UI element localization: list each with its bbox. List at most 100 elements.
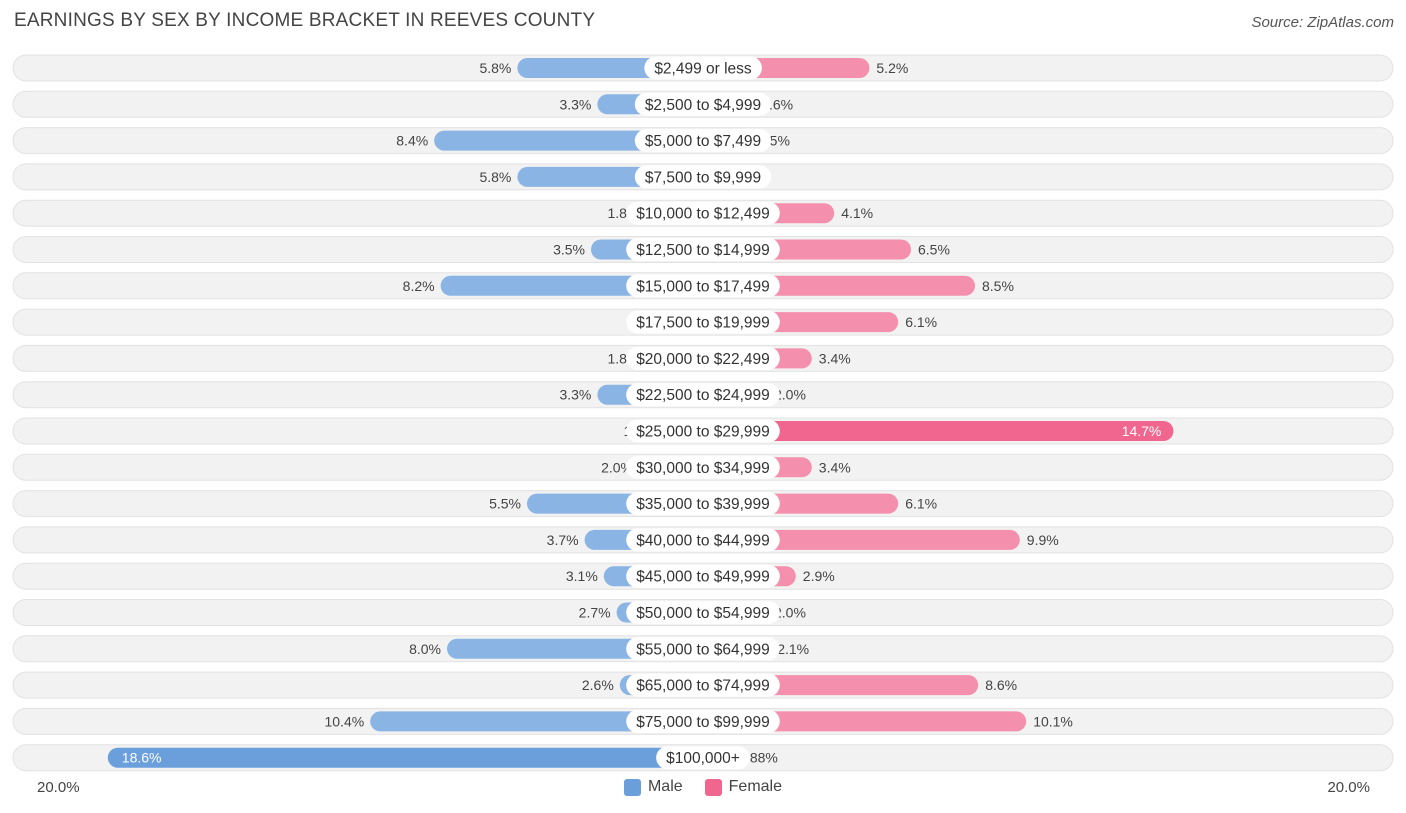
bar-row: 8.2% 8.5% $15,000 to $17,499 <box>12 272 1394 300</box>
bar-row: 3.3% 2.0%$22,500 to $24,999 <box>12 381 1394 409</box>
male-value-label: 3.1% <box>566 568 598 584</box>
male-bar <box>107 747 704 768</box>
category-label-pill <box>626 601 780 624</box>
female-value-label: 6.1% <box>905 496 937 512</box>
female-value-label: 8.5% <box>982 278 1014 294</box>
category-label: $12,500 to $14,999 <box>636 242 770 259</box>
male-value-label: 5.8% <box>479 60 511 76</box>
category-label-pill <box>626 673 780 697</box>
category-label: $75,000 to $99,999 <box>636 714 770 731</box>
bar-row: 1.3%14.7%$25,000 to $29,999 <box>12 417 1394 445</box>
female-value-label: 8.6% <box>985 677 1017 693</box>
bar-row: 3.3% 1.6%$2,500 to $4,999 <box>12 90 1394 118</box>
bar-row: 3.1% 2.9% $45,000 to $49,999 <box>12 562 1394 590</box>
category-label-pill <box>656 746 750 770</box>
category-label-pill <box>626 528 780 552</box>
chart-title: EARNINGS BY SEX BY INCOME BRACKET IN REE… <box>14 10 596 31</box>
category-label-pill <box>626 238 780 261</box>
chart-area: 5.8% 5.2% $2,499 or less 3.3% 1.6%$2,500 to … <box>12 54 1394 772</box>
male-value-label: 2.7% <box>579 605 611 621</box>
male-value-label: 5.5% <box>489 496 521 512</box>
bar-row: 3.5% 6.5% $12,500 to $14,999 <box>12 236 1394 263</box>
bar-row: 2.7% 2.0%$50,000 to $54,999 <box>12 599 1394 626</box>
category-label: $55,000 to $64,999 <box>636 641 770 658</box>
category-label-pill <box>626 274 780 298</box>
female-value-label: 5.2% <box>876 60 908 76</box>
bar-row: 8.0% 2.1% $55,000 to $64,999 <box>12 635 1394 663</box>
category-label: $30,000 to $34,999 <box>636 460 770 477</box>
source-credit: Source: ZipAtlas.com <box>1251 14 1394 31</box>
category-label-pill <box>634 165 772 189</box>
bar-row: 5.8%0.6%$7,500 to $9,999 <box>12 163 1394 191</box>
bar-row: 5.5% 6.1% $35,000 to $39,999 <box>12 490 1394 518</box>
male-value-label: 2.0% <box>601 459 633 475</box>
category-label: $100,000+ <box>666 750 740 767</box>
bar-row: 5.8% 5.2% $2,499 or less <box>12 54 1394 82</box>
category-label-pill <box>626 419 780 443</box>
category-label: $45,000 to $49,999 <box>636 569 770 586</box>
female-value-label: 3.4% <box>819 350 851 366</box>
category-label-pill <box>626 346 780 370</box>
male-value-label: 3.5% <box>553 242 585 258</box>
category-label-pill <box>626 455 780 479</box>
bar-row: 8.4% 1.5%$5,000 to $7,499 <box>12 127 1394 155</box>
female-bar <box>703 421 1174 441</box>
category-label-pill <box>634 129 772 153</box>
legend-female-label: Female <box>728 778 783 795</box>
legend-item-male[interactable]: Male <box>623 778 683 796</box>
female-value-label: 6.1% <box>905 314 937 330</box>
category-label-pill <box>626 383 780 407</box>
category-label: $50,000 to $54,999 <box>636 605 770 622</box>
category-label: $35,000 to $39,999 <box>636 496 770 513</box>
legend-item-female[interactable]: Female <box>704 778 783 796</box>
bar-row: 0.24%6.1%$17,500 to $19,999 <box>12 308 1394 336</box>
female-value-label: 6.5% <box>918 242 950 258</box>
category-label: $17,500 to $19,999 <box>636 315 770 332</box>
female-bar <box>703 711 1027 732</box>
male-value-label: 18.6% <box>122 750 162 766</box>
female-swatch-icon <box>704 778 722 796</box>
male-swatch-icon <box>623 778 641 796</box>
bar-row: 1.8% 3.4%$20,000 to $22,499 <box>12 344 1394 372</box>
male-value-label: 8.0% <box>409 641 441 657</box>
male-value-label: 10.4% <box>324 713 364 729</box>
legend: Male Female <box>0 778 1406 796</box>
male-value-label: 2.6% <box>582 677 614 693</box>
category-label: $20,000 to $22,499 <box>636 351 770 368</box>
category-label: $5,000 to $7,499 <box>645 133 761 150</box>
category-label-pill <box>626 492 780 516</box>
bar-row: 2.0% 3.4% $30,000 to $34,999 <box>12 453 1394 481</box>
female-value-label: 14.7% <box>1122 423 1162 439</box>
category-label-pill <box>644 56 762 80</box>
female-value-label: 2.1% <box>777 641 809 657</box>
category-label: $22,500 to $24,999 <box>636 387 770 404</box>
female-value-label: 10.1% <box>1033 713 1073 729</box>
male-value-label: 3.3% <box>559 387 591 403</box>
female-value-label: 2.9% <box>803 568 835 584</box>
category-label-pill <box>626 637 780 661</box>
axis-right-label: 20.0% <box>1327 779 1370 796</box>
female-value-label: 9.9% <box>1027 532 1059 548</box>
category-label-pill <box>626 564 780 588</box>
female-value-label: 2.0% <box>774 605 806 621</box>
male-value-label: 3.7% <box>547 532 579 548</box>
category-label-pill <box>634 92 772 116</box>
category-label: $7,500 to $9,999 <box>645 169 761 186</box>
axis-left-label: 20.0% <box>37 779 80 796</box>
bar-row: 10.4% 10.1% $75,000 to $99,999 <box>12 707 1394 735</box>
bar-row: 18.6% 0.88%$100,000+ <box>12 744 1394 772</box>
bar-row: 3.7% 9.9% $40,000 to $44,999 <box>12 526 1394 554</box>
female-value-label: 3.4% <box>819 459 851 475</box>
category-label: $2,500 to $4,999 <box>645 97 761 114</box>
female-value-label: 4.1% <box>841 205 873 221</box>
male-bar <box>434 130 703 151</box>
category-label: $25,000 to $29,999 <box>636 424 770 441</box>
bar-row: 2.6% 8.6% $65,000 to $74,999 <box>12 671 1394 699</box>
category-label: $2,499 or less <box>654 61 752 78</box>
category-label: $65,000 to $74,999 <box>636 678 770 695</box>
category-label-pill <box>626 201 780 225</box>
male-value-label: 8.2% <box>403 278 435 294</box>
category-label: $15,000 to $17,499 <box>636 278 770 295</box>
category-label-pill <box>626 709 780 733</box>
male-value-label: 5.8% <box>479 169 511 185</box>
